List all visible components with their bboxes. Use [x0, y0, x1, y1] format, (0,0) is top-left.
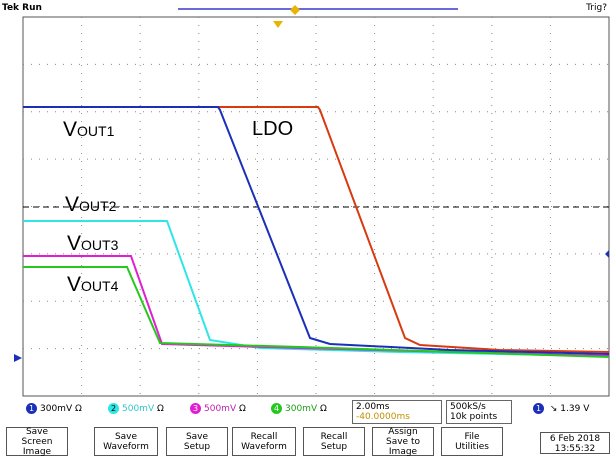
recall-waveform-button[interactable]: Recall Waveform — [232, 427, 296, 456]
waveform-ch4 — [23, 266, 610, 358]
label-vout4: VOUT4 — [67, 273, 119, 296]
waveform-ldo — [23, 106, 610, 353]
graticule-grid — [23, 17, 609, 396]
label-vout2: VOUT2 — [65, 193, 117, 216]
trigger-source-badge: 1 — [533, 403, 544, 414]
date-time-display: 6 Feb 2018 13:55:32 — [540, 432, 610, 454]
trigger-position-marker — [290, 5, 300, 15]
date: 6 Feb 2018 — [549, 434, 601, 444]
timebase-readout[interactable]: 2.00ms -40.0000ms — [352, 400, 442, 424]
label-vout3: VOUT3 — [67, 232, 119, 255]
save-setup-button[interactable]: Save Setup — [166, 427, 228, 456]
trigger-status: Trig? — [586, 3, 607, 13]
save-waveform-button[interactable]: Save Waveform — [94, 427, 158, 456]
expansion-point-icon — [273, 21, 283, 28]
ch2-badge: 2 — [108, 403, 119, 414]
trigger-level-marker[interactable] — [605, 250, 609, 258]
time: 13:55:32 — [554, 444, 596, 454]
trigger-slope-icon: ↘ — [549, 404, 558, 414]
ch1-readout[interactable]: 1 300mV Ω — [26, 403, 82, 416]
ch1-badge: 1 — [26, 403, 37, 414]
horizontal-position: -40.0000ms — [356, 412, 410, 422]
ch4-badge: 4 — [271, 403, 282, 414]
horizontal-scale: 2.00ms — [356, 402, 390, 412]
acquisition-readout[interactable]: 500kS/s 10k points — [446, 400, 512, 424]
file-utilities-button[interactable]: File Utilities — [441, 427, 503, 456]
top-status-bar: Tek Run Trig? — [0, 0, 613, 16]
save-screen-image-button[interactable]: Save Screen Image — [6, 427, 68, 457]
oscilloscope-display — [14, 5, 610, 397]
ch3-readout[interactable]: 3 500mV Ω — [190, 403, 246, 416]
waveform-ch2 — [23, 220, 610, 357]
ch2-readout[interactable]: 2 500mV Ω — [108, 403, 164, 416]
ch3-badge: 3 — [190, 403, 201, 414]
trigger-readout[interactable]: 1 ↘ 1.39 V — [533, 403, 589, 416]
label-vout1: VOUT1 — [63, 118, 115, 141]
label-ldo: LDO — [252, 118, 294, 140]
recall-setup-button[interactable]: Recall Setup — [303, 427, 365, 456]
waveform-ch1 — [23, 106, 610, 355]
assign-save-button[interactable]: Assign Save to Image — [372, 427, 434, 457]
run-status: Tek Run — [2, 3, 42, 13]
record-length: 10k points — [450, 412, 498, 422]
trigger-level: 1.39 V — [560, 404, 590, 414]
ch4-readout[interactable]: 4 300mV Ω — [271, 403, 327, 416]
sample-rate: 500kS/s — [450, 402, 486, 412]
ch1-ground-marker[interactable] — [14, 354, 22, 362]
